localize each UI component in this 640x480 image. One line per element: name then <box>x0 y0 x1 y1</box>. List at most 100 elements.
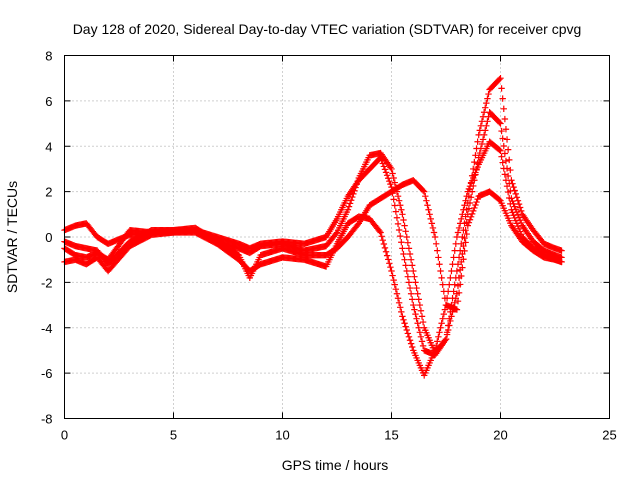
data-point <box>413 315 420 322</box>
data-point <box>388 267 395 275</box>
data-point <box>353 181 360 188</box>
data-point <box>390 174 397 182</box>
data-point <box>512 190 519 198</box>
data-point <box>479 113 487 120</box>
data-point <box>398 239 405 246</box>
data-point <box>423 197 430 204</box>
x-tick-label: 0 <box>61 428 68 443</box>
data-point <box>514 197 522 204</box>
data-point <box>465 219 473 226</box>
data-point <box>485 90 492 98</box>
data-point <box>414 320 421 327</box>
data-point <box>482 127 489 134</box>
data-point <box>450 288 457 295</box>
data-point <box>398 308 405 316</box>
data-point <box>406 337 414 344</box>
data-point <box>391 281 398 288</box>
x-tick-label: 5 <box>170 428 177 443</box>
data-point <box>438 274 445 282</box>
data-points <box>61 74 565 379</box>
data-point <box>405 279 413 286</box>
data-point <box>558 247 565 254</box>
data-point <box>453 306 461 313</box>
data-point <box>352 184 359 191</box>
data-point <box>484 95 491 102</box>
data-point <box>483 99 490 107</box>
data-point <box>436 261 443 268</box>
data-point <box>476 127 483 134</box>
data-point <box>466 199 474 207</box>
y-tick-label: 8 <box>45 49 52 64</box>
data-point <box>453 233 461 241</box>
data-point <box>504 188 512 196</box>
data-point <box>446 322 453 329</box>
data-point <box>437 267 444 275</box>
data-point <box>497 147 504 154</box>
data-point <box>419 187 427 194</box>
data-point <box>417 333 425 341</box>
data-point <box>432 240 440 248</box>
data-point <box>499 159 506 166</box>
data-point <box>462 197 469 204</box>
data-point <box>455 224 463 232</box>
data-point <box>435 254 442 261</box>
data-point <box>477 122 485 130</box>
data-point <box>386 177 393 185</box>
data-point <box>399 245 406 252</box>
data-point <box>475 131 482 139</box>
data-point <box>497 120 504 127</box>
data-point <box>428 220 436 227</box>
data-point <box>454 298 462 305</box>
data-point <box>397 202 404 209</box>
data-point <box>501 150 509 157</box>
data-point <box>395 226 403 234</box>
data-point <box>459 211 466 218</box>
y-tick-label: 0 <box>45 230 52 245</box>
data-point <box>410 301 417 309</box>
data-point <box>417 307 425 314</box>
data-point <box>449 261 456 268</box>
data-point <box>456 281 464 288</box>
chart-title: Day 128 of 2020, Sidereal Day-to-day VTE… <box>73 21 582 37</box>
data-point <box>467 213 475 221</box>
data-point <box>412 310 419 318</box>
data-point <box>461 202 468 209</box>
data-point <box>502 126 510 133</box>
data-point <box>460 256 467 263</box>
data-point <box>376 227 383 235</box>
x-tick-label: 25 <box>602 428 616 443</box>
data-point <box>451 281 458 288</box>
data-point <box>426 211 433 218</box>
data-point <box>483 122 490 130</box>
data-point <box>413 284 420 292</box>
y-tick-label: -6 <box>41 366 53 381</box>
data-point <box>443 331 451 338</box>
data-point <box>518 207 525 215</box>
data-point <box>460 242 467 250</box>
data-point <box>409 343 416 351</box>
data-point <box>404 273 412 280</box>
data-point <box>415 324 422 331</box>
data-point <box>430 229 438 236</box>
series-track-1 <box>61 74 565 359</box>
data-point <box>441 306 449 313</box>
data-point <box>497 74 504 82</box>
data-point <box>452 240 460 248</box>
data-point <box>390 196 397 203</box>
data-point <box>403 267 410 275</box>
data-point <box>500 105 507 113</box>
data-point <box>434 338 441 345</box>
data-point <box>482 104 489 111</box>
data-point <box>455 254 463 261</box>
data-point <box>501 171 509 178</box>
y-tick-label: 2 <box>45 185 52 200</box>
data-point <box>393 214 401 221</box>
data-point <box>401 222 408 229</box>
data-point <box>465 205 473 212</box>
data-point <box>464 222 471 229</box>
data-point <box>394 220 402 228</box>
data-point <box>472 201 479 209</box>
data-point <box>401 320 408 327</box>
data-point <box>400 216 407 224</box>
data-point <box>392 208 400 215</box>
